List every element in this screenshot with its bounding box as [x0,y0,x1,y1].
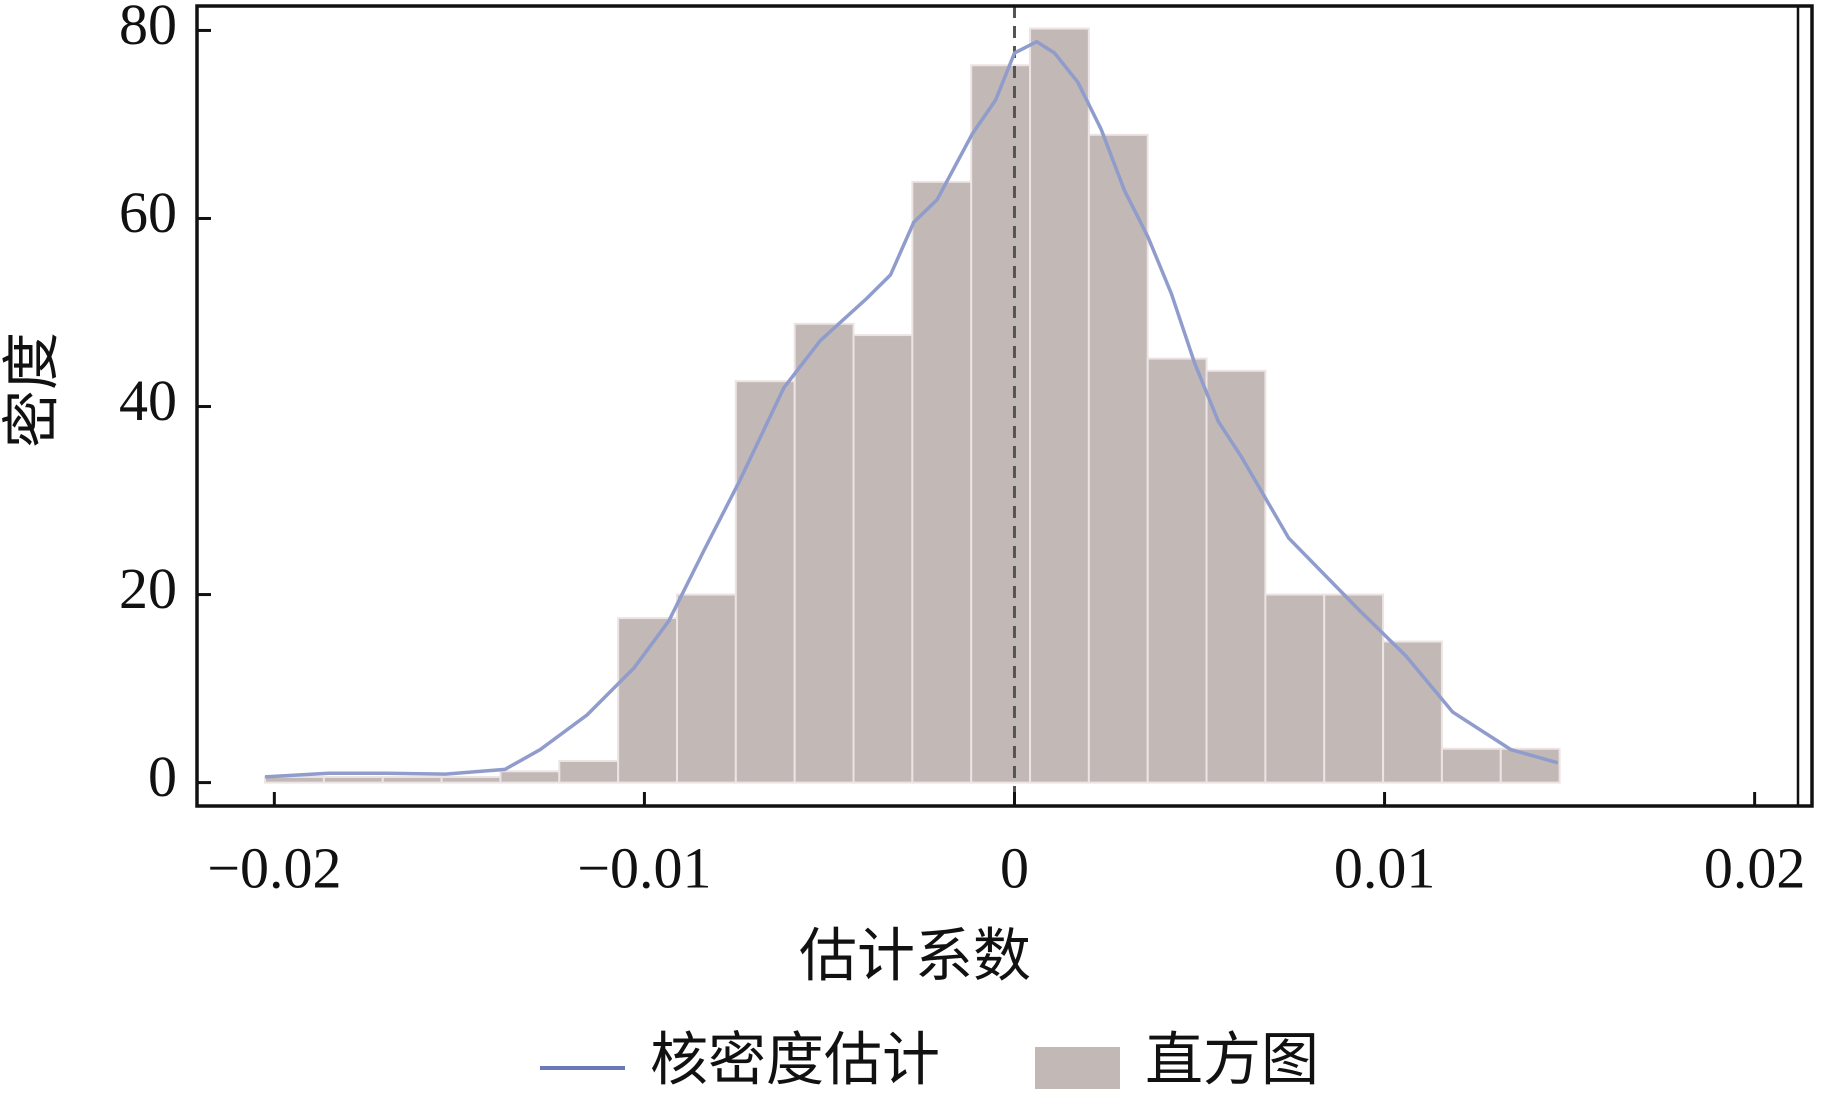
histogram-bar [1146,357,1208,784]
y-tick-label: 40 [119,368,177,433]
histogram-bar [1440,747,1502,784]
histogram-bar [970,64,1032,784]
x-axis-label: 估计系数 [799,923,1031,988]
x-tick-label: 0 [1000,835,1029,900]
histogram-bar [1205,369,1267,784]
y-tick-label: 20 [119,556,177,621]
y-tick-label: 60 [119,180,177,245]
legend-label: 核密度估计 [650,1027,940,1092]
histogram-bar [911,180,973,784]
histogram-bar [675,593,737,784]
histogram-bar [734,380,796,784]
y-tick-label: 80 [119,0,177,57]
histogram-bar [558,759,620,784]
histogram-bar [852,334,914,784]
histogram-bar [617,617,678,784]
y-axis-label: 密度 [0,332,64,448]
histogram-bar [793,322,855,784]
y-tick-label: 0 [148,744,177,809]
x-tick-label: −0.02 [207,835,341,900]
histogram-bar [1264,593,1326,784]
x-tick-label: −0.01 [577,835,711,900]
histogram-bar [1029,27,1090,784]
x-tick-label: 0.01 [1334,835,1436,900]
legend-bar-swatch [1035,1047,1120,1089]
kde-line [264,39,1559,779]
histogram-bar [440,775,502,784]
histogram-bar [322,775,384,784]
histogram-bar [381,775,443,784]
histogram-bar [499,770,561,784]
x-tick-label: 0.02 [1704,835,1806,900]
histogram-bar [1087,133,1149,784]
legend-label: 直方图 [1145,1027,1319,1092]
